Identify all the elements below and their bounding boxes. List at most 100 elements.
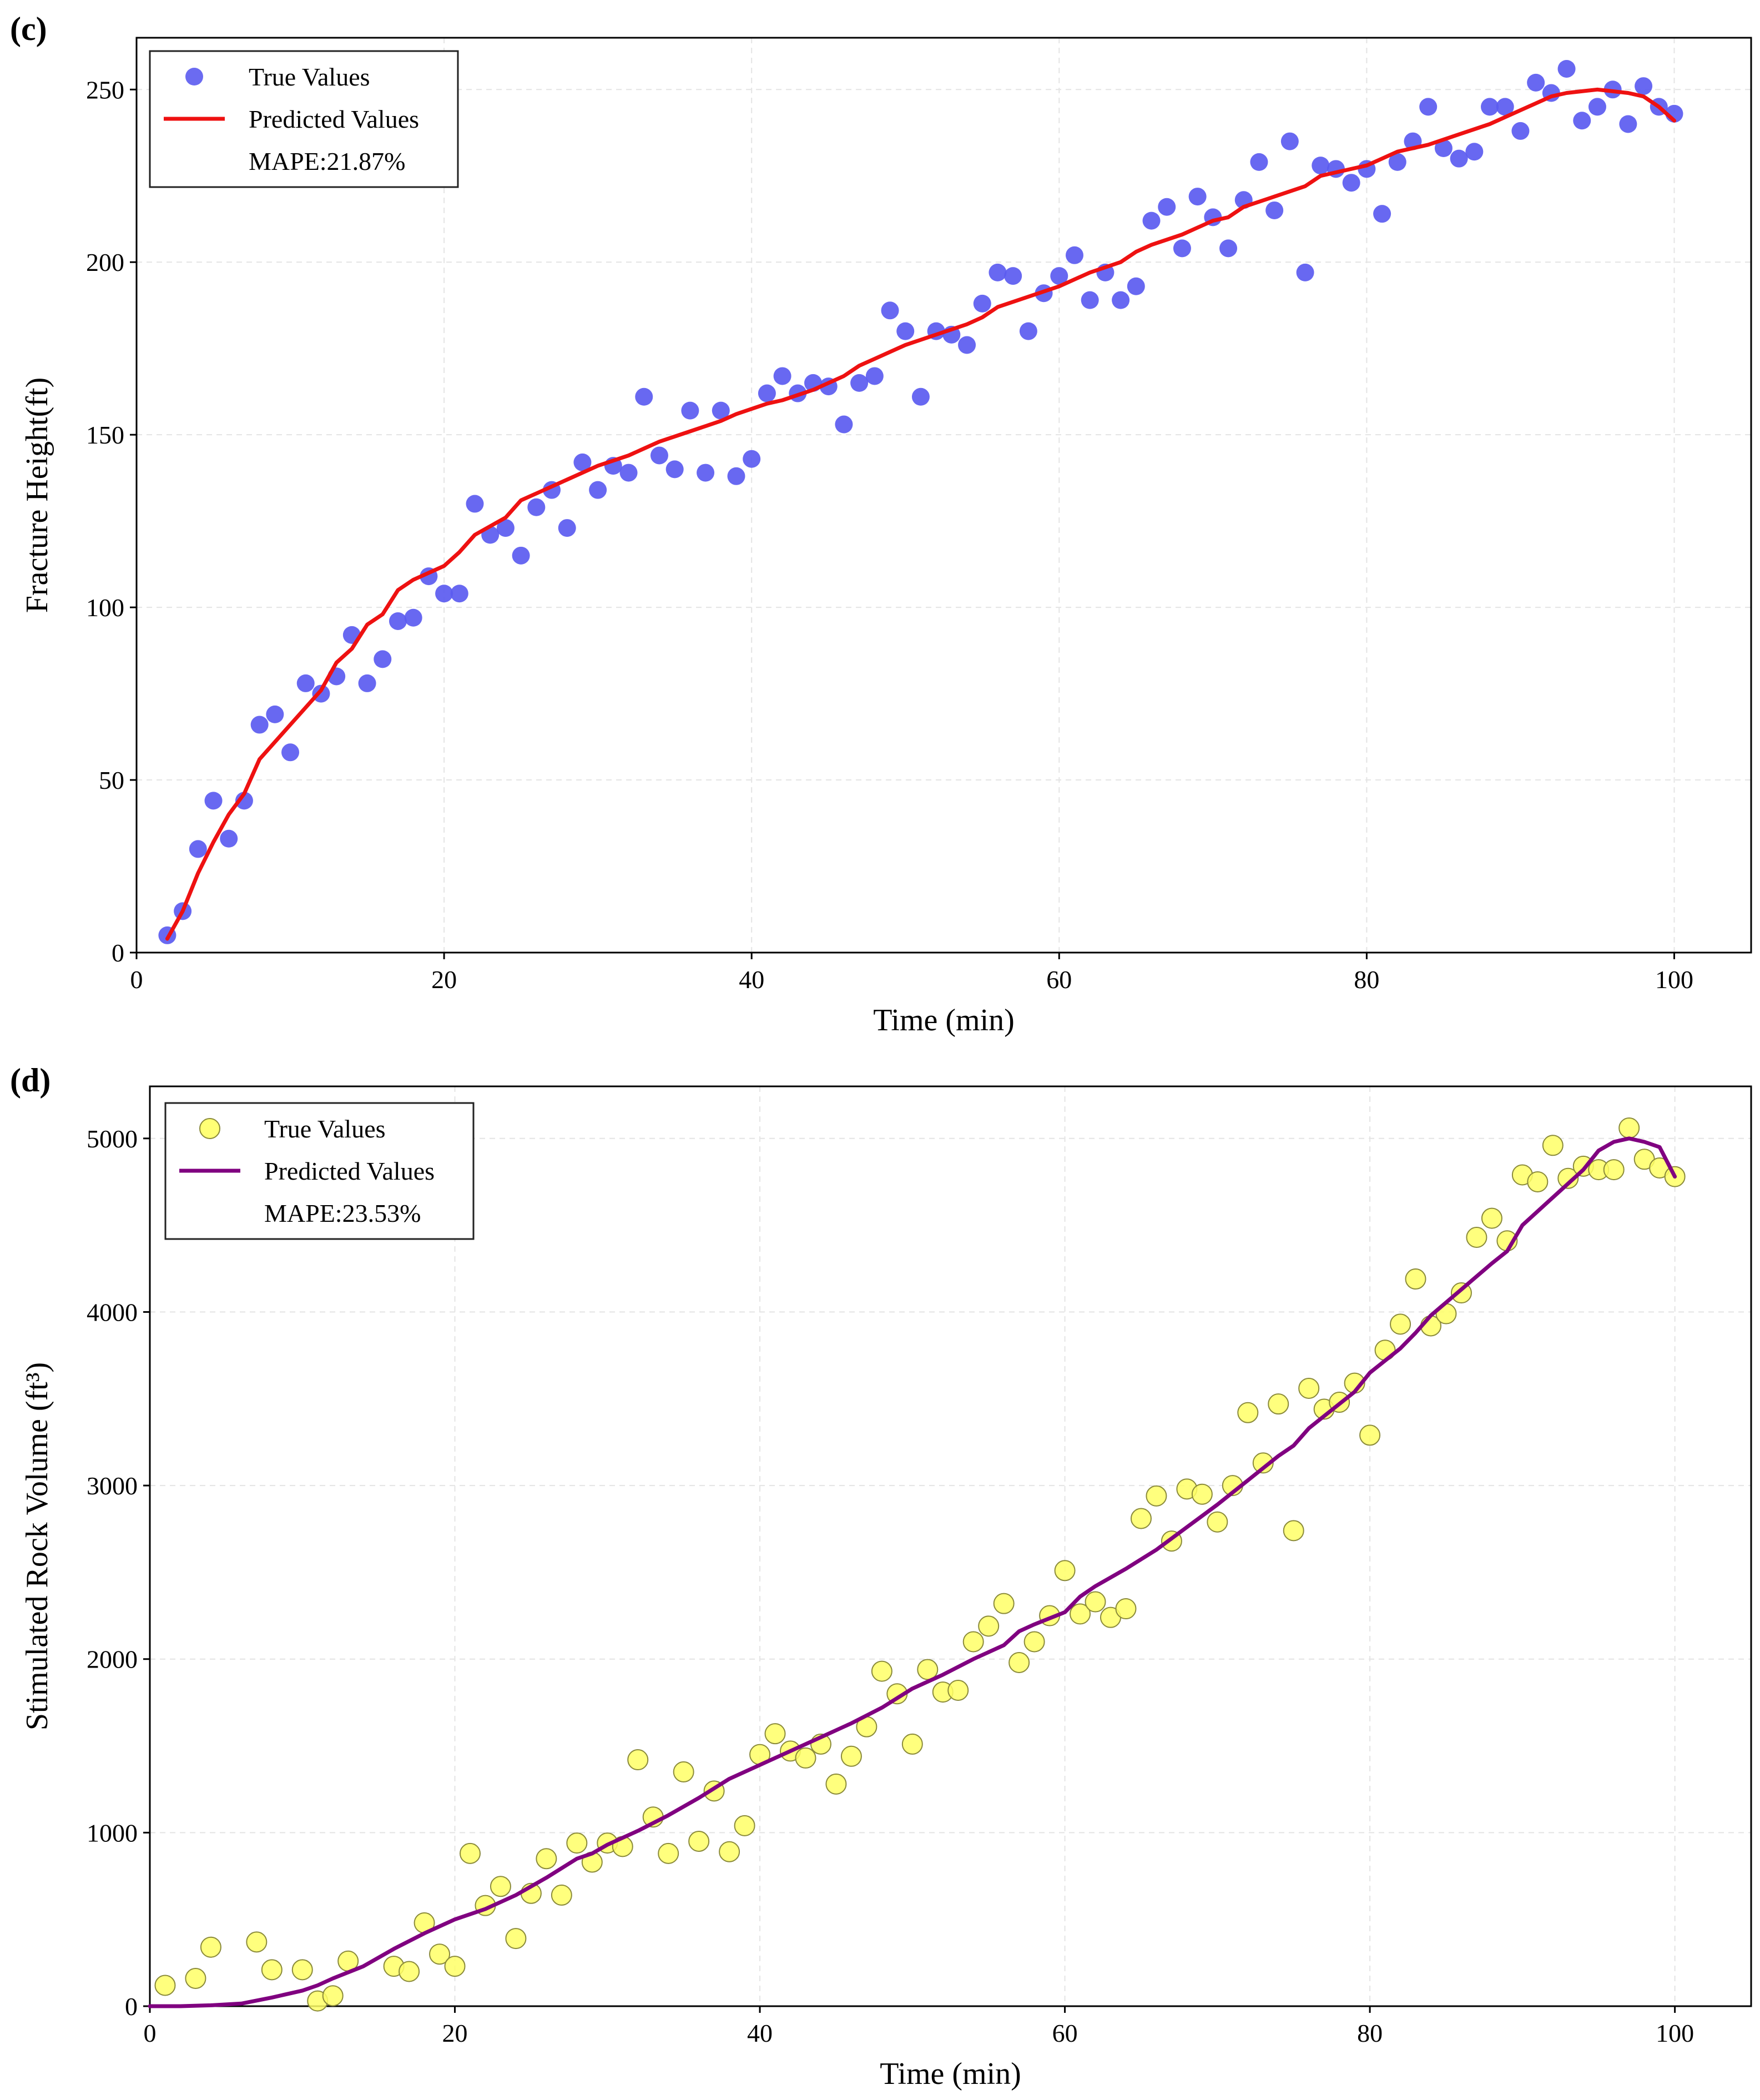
- x-tick-label: 20: [442, 2019, 468, 2047]
- true-value-point: [635, 387, 653, 406]
- x-tick-label: 40: [739, 965, 764, 994]
- y-tick-label: 50: [99, 766, 124, 794]
- true-value-point: [835, 415, 853, 434]
- true-value-point: [1618, 1117, 1640, 1139]
- true-value-point: [865, 367, 884, 385]
- panel-label: (c): [10, 11, 47, 47]
- chart-panel-c: (c) 0 20 40 60 80 100 0 50 100 150 200 250 Time (min)…: [10, 11, 1752, 1038]
- legend-marker-true: [199, 1118, 220, 1139]
- true-value-point: [719, 1841, 740, 1862]
- true-value-point: [712, 401, 730, 420]
- true-value-point: [404, 608, 422, 627]
- x-tick-label: 40: [747, 2019, 773, 2047]
- true-value-point: [220, 829, 238, 848]
- true-value-point: [1283, 1520, 1304, 1542]
- true-value-point: [200, 1936, 221, 1958]
- legend-mape: MAPE:21.87%: [249, 147, 405, 175]
- y-tick-label: 1000: [87, 1819, 138, 1847]
- true-value-point: [1191, 1483, 1213, 1505]
- true-value-point: [978, 1615, 1000, 1637]
- true-value-point: [1298, 1377, 1320, 1399]
- true-value-point: [1085, 1591, 1106, 1613]
- true-value-point: [1019, 322, 1037, 340]
- y-tick-label: 0: [112, 939, 124, 967]
- true-value-point: [1296, 263, 1314, 281]
- true-value-point: [1237, 1402, 1259, 1423]
- true-value-point: [1481, 98, 1499, 116]
- true-value-point: [389, 612, 407, 630]
- true-value-point: [1527, 1171, 1549, 1192]
- true-value-point: [496, 519, 515, 537]
- true-value-point: [1450, 1282, 1472, 1304]
- true-value-point: [429, 1943, 451, 1965]
- legend: True Values Predicted Values MAPE:21.87%: [149, 50, 459, 188]
- true-value-point: [1050, 267, 1068, 285]
- true-value-point: [204, 792, 223, 810]
- true-value-point: [1434, 139, 1453, 158]
- true-value-point: [850, 374, 869, 392]
- true-value-point: [246, 1931, 268, 1953]
- true-value-point: [505, 1928, 527, 1950]
- true-value-point: [658, 1842, 679, 1864]
- true-value-point: [1115, 1598, 1137, 1620]
- true-value-point: [1112, 291, 1130, 309]
- true-value-point: [536, 1848, 557, 1870]
- true-value-point: [896, 322, 915, 340]
- true-value-point: [1542, 1135, 1564, 1156]
- true-value-point: [235, 792, 253, 810]
- true-value-point: [1511, 122, 1530, 140]
- x-tick-label: 80: [1354, 965, 1379, 994]
- true-value-point: [558, 519, 576, 537]
- x-tick-label: 60: [1046, 965, 1072, 994]
- legend-label-predicted: Predicted Values: [264, 1157, 435, 1185]
- true-value-point: [322, 1985, 344, 2007]
- true-value-point: [1450, 149, 1468, 168]
- x-tick-label: 80: [1357, 2019, 1383, 2047]
- true-value-point: [573, 453, 592, 471]
- true-value-point: [291, 1959, 313, 1981]
- true-value-point: [1496, 98, 1514, 116]
- true-value-point: [189, 840, 207, 858]
- y-axis-title: Fracture Height(ft): [20, 377, 54, 613]
- true-value-point: [1466, 1226, 1487, 1248]
- y-tick-label: 3000: [87, 1472, 138, 1500]
- x-tick-label: 100: [1655, 965, 1693, 994]
- true-value-point: [1142, 211, 1161, 230]
- true-value-point: [1619, 115, 1637, 133]
- true-value-point: [1573, 112, 1591, 130]
- true-value-point: [1359, 1424, 1381, 1446]
- true-value-point: [1265, 201, 1284, 219]
- plot-frame: [135, 37, 1752, 954]
- true-value-point: [1219, 239, 1238, 258]
- y-tick-label: 4000: [87, 1298, 138, 1326]
- y-tick-label: 150: [86, 421, 124, 449]
- true-value-point: [665, 460, 684, 479]
- true-value-point: [795, 1747, 816, 1769]
- y-tick-label: 100: [86, 593, 124, 622]
- true-value-point: [681, 401, 699, 420]
- y-tick-label: 5000: [87, 1125, 138, 1153]
- true-value-point: [627, 1749, 649, 1771]
- true-value-point: [1130, 1508, 1152, 1529]
- true-value-point: [773, 367, 791, 385]
- true-value-point: [871, 1660, 892, 1682]
- true-value-point: [1465, 143, 1484, 161]
- true-value-point: [911, 387, 930, 406]
- true-value-point: [399, 1961, 420, 1982]
- true-value-point: [185, 1967, 206, 1989]
- true-value-point: [450, 585, 468, 603]
- panel-label: (d): [10, 1062, 51, 1099]
- true-value-point: [1207, 1511, 1228, 1533]
- x-tick-label: 0: [144, 2019, 157, 2047]
- legend-label-predicted: Predicted Values: [249, 105, 419, 133]
- plot-frame: [149, 1085, 1752, 2007]
- true-value-point: [527, 498, 546, 516]
- true-value-point: [697, 464, 715, 482]
- true-value-point: [1373, 205, 1391, 223]
- true-value-point: [1268, 1393, 1289, 1415]
- true-value-point: [1188, 188, 1207, 206]
- true-value-point: [281, 743, 300, 762]
- true-value-point: [1557, 1167, 1579, 1189]
- true-value-point: [1081, 291, 1099, 309]
